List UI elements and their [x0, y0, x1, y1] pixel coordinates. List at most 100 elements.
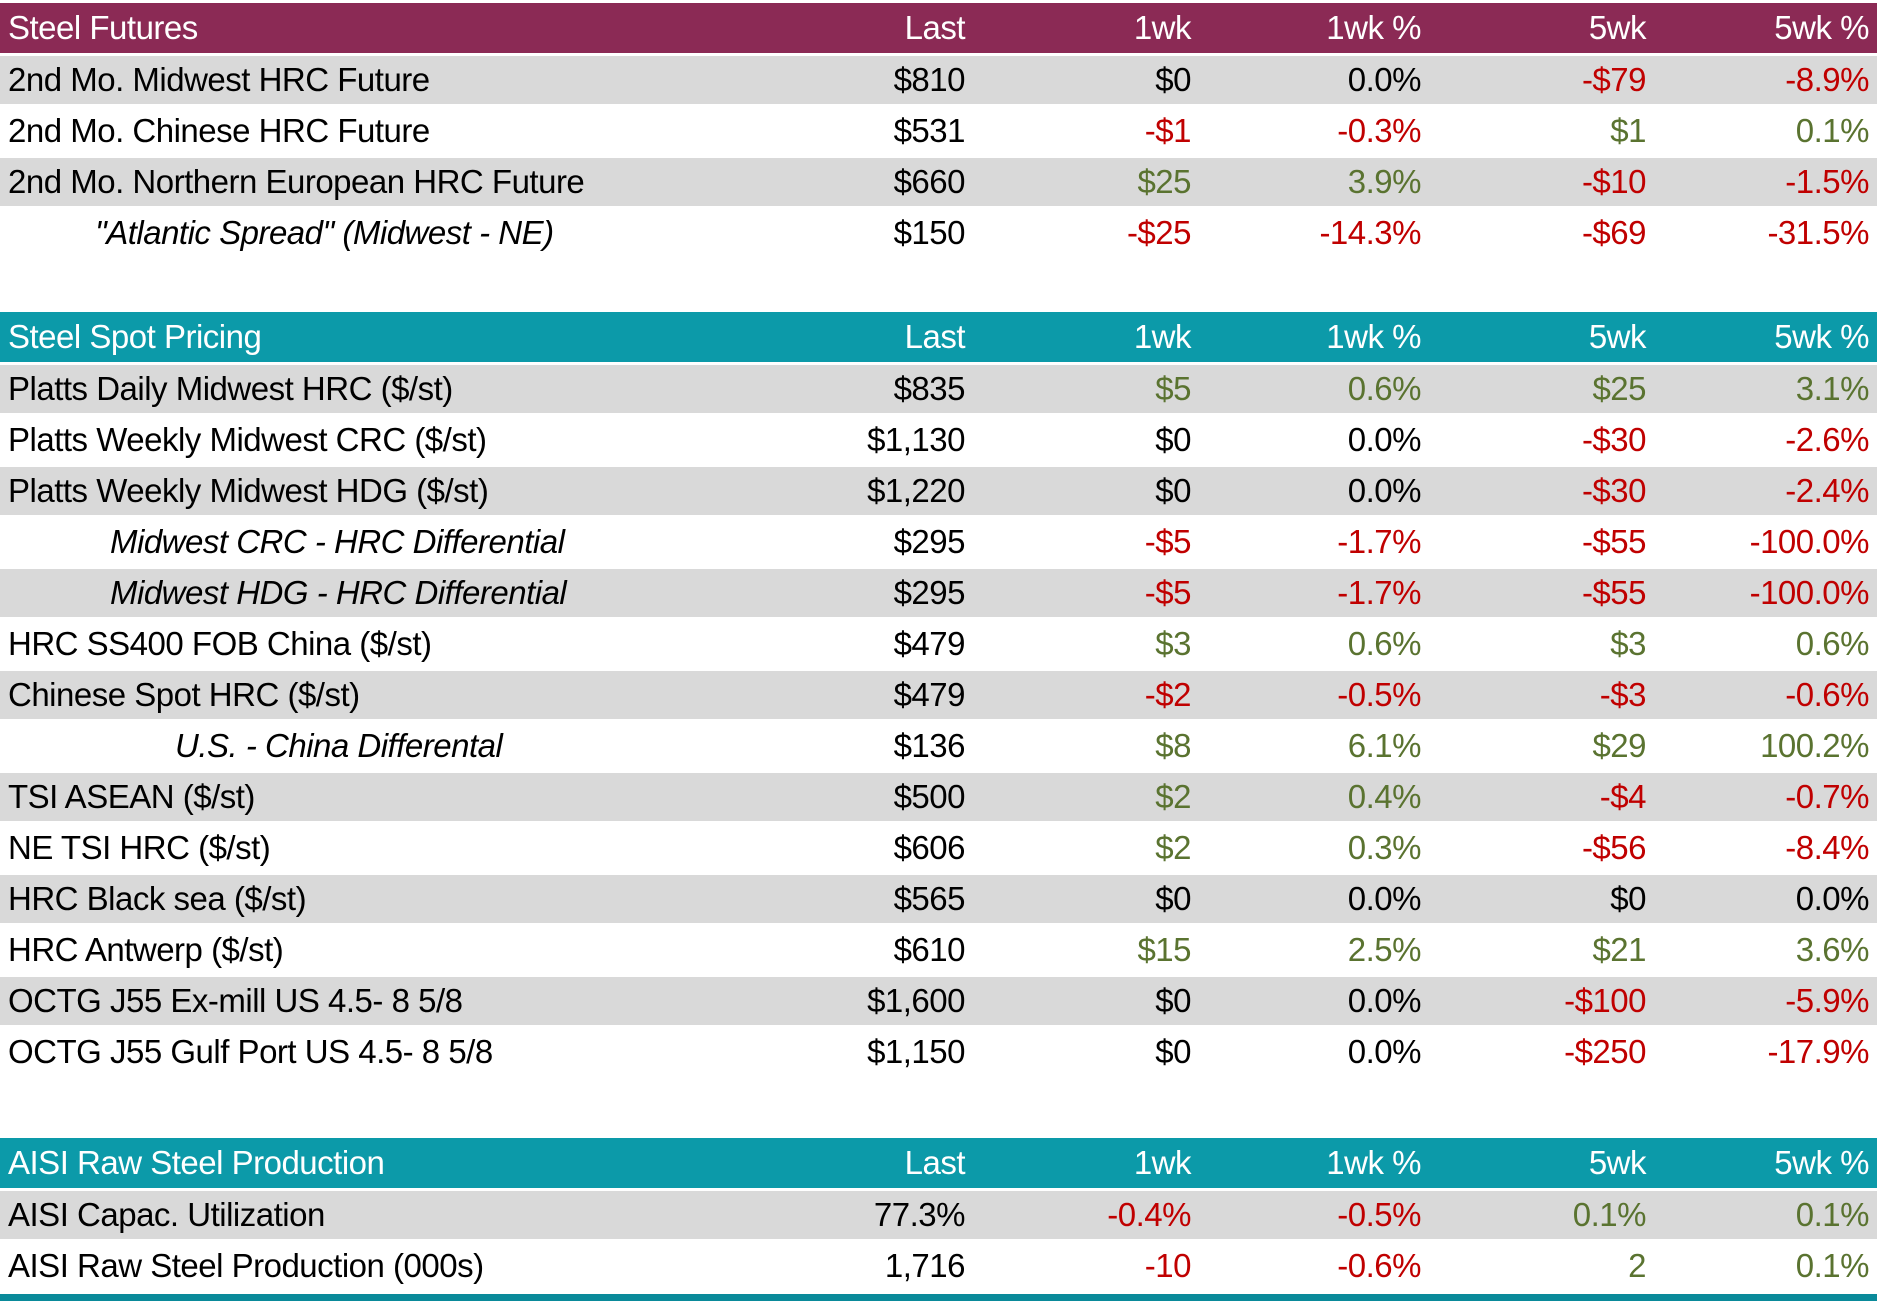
cell-1wk: 0.0%	[1347, 421, 1422, 458]
column-header-1wk: 1wk	[1133, 1144, 1192, 1181]
section-title: Steel Spot Pricing	[8, 318, 262, 355]
cell-1wk: -$5	[1144, 523, 1192, 560]
cell-5wk: 100.2%	[1760, 727, 1869, 764]
row-label: Midwest CRC - HRC Differential	[110, 523, 565, 560]
row-label: "Atlantic Spread" (Midwest - NE)	[95, 214, 554, 251]
cell-1wk: $25	[1137, 163, 1191, 200]
cell-1wk: -0.3%	[1337, 112, 1421, 149]
cell-last: $1,150	[867, 1033, 965, 1070]
row-label: Platts Weekly Midwest CRC ($/st)	[8, 421, 487, 458]
column-header-5wk: 5wk	[1588, 9, 1647, 46]
column-header-5wk: 5wk	[1588, 318, 1647, 355]
cell-1wk: -$25	[1126, 214, 1192, 251]
cell-5wk: -0.6%	[1785, 676, 1869, 713]
row-label: AISI Capac. Utilization	[8, 1196, 325, 1233]
cell-5wk: 0.1%	[1795, 112, 1870, 149]
cell-5wk: 0.1%	[1572, 1196, 1647, 1233]
cell-5wk: 3.1%	[1795, 370, 1870, 407]
column-header-5wk: 5wk %	[1774, 318, 1869, 355]
cell-last: $660	[893, 163, 966, 200]
cell-5wk: -$55	[1581, 523, 1647, 560]
column-header-5wk: 5wk	[1588, 1144, 1647, 1181]
section-aisi-raw-steel-production: AISI Raw Steel Production Last 1wk 1wk % 5wk…	[0, 1138, 1877, 1290]
cropped-next-section-header-strip	[0, 1294, 1877, 1301]
cell-5wk: -2.6%	[1785, 421, 1869, 458]
cell-5wk: 0.0%	[1795, 880, 1870, 917]
cell-1wk: -1.7%	[1337, 523, 1421, 560]
column-header-1wk: 1wk %	[1326, 9, 1421, 46]
cell-1wk: $2	[1155, 778, 1191, 815]
row-label: HRC Black sea ($/st)	[8, 880, 307, 917]
row-label: TSI ASEAN ($/st)	[8, 778, 255, 815]
table-row: OCTG J55 Ex-mill US 4.5- 8 5/8 $1,600 $0 0.…	[0, 977, 1877, 1025]
cell-5wk: -0.7%	[1785, 778, 1869, 815]
cell-5wk: $3	[1610, 625, 1646, 662]
row-label: Midwest HDG - HRC Differential	[110, 574, 567, 611]
cell-5wk: -1.5%	[1785, 163, 1869, 200]
cell-1wk: $2	[1155, 829, 1191, 866]
table-row: AISI Raw Steel Production (000s) 1,716 -10…	[0, 1242, 1877, 1290]
table-row: NE TSI HRC ($/st) $606 $2 0.3% -$56 -8.4%	[0, 824, 1877, 872]
row-label: HRC Antwerp ($/st)	[8, 931, 284, 968]
cell-5wk: $29	[1592, 727, 1646, 764]
cell-last: 77.3%	[873, 1196, 966, 1233]
cell-5wk: 0.1%	[1795, 1196, 1870, 1233]
cell-last: $1,220	[867, 472, 965, 509]
cell-last: $835	[893, 370, 966, 407]
cell-last: $610	[893, 931, 966, 968]
cell-last: $295	[893, 523, 966, 560]
cell-1wk: 3.9%	[1347, 163, 1422, 200]
column-header-1wk: 1wk %	[1326, 318, 1421, 355]
cell-1wk: -10	[1144, 1247, 1192, 1284]
cell-1wk: 0.6%	[1347, 370, 1422, 407]
cell-1wk: $15	[1137, 931, 1191, 968]
cell-1wk: 0.0%	[1347, 1033, 1422, 1070]
cell-5wk: -17.9%	[1767, 1033, 1869, 1070]
cell-5wk: -31.5%	[1767, 214, 1869, 251]
table-row: TSI ASEAN ($/st) $500 $2 0.4% -$4 -0.7%	[0, 773, 1877, 821]
cell-5wk: $25	[1592, 370, 1646, 407]
cell-5wk: -$55	[1581, 574, 1647, 611]
cell-1wk: 0.6%	[1347, 625, 1422, 662]
section-steel-futures: Steel Futures Last 1wk 1wk % 5wk 5wk % 2nd Mo.…	[0, 3, 1877, 257]
cell-last: $500	[893, 778, 966, 815]
table-row: AISI Capac. Utilization 77.3% -0.4% -0.5% 0.…	[0, 1191, 1877, 1239]
cell-1wk: 0.4%	[1347, 778, 1422, 815]
column-header-1wk: 1wk	[1133, 9, 1192, 46]
table-row: 2nd Mo. Northern European HRC Future $660…	[0, 158, 1877, 206]
cell-5wk: 0.6%	[1795, 625, 1870, 662]
cell-1wk: -$5	[1144, 574, 1192, 611]
cell-5wk: -8.4%	[1785, 829, 1869, 866]
cell-1wk: $5	[1155, 370, 1191, 407]
cell-last: $479	[893, 625, 966, 662]
cell-5wk: -$30	[1581, 421, 1647, 458]
column-header-1wk: 1wk %	[1326, 1144, 1421, 1181]
cell-5wk: $0	[1610, 880, 1646, 917]
section-header: AISI Raw Steel Production Last 1wk 1wk % 5wk…	[0, 1138, 1877, 1188]
cell-5wk: 3.6%	[1795, 931, 1870, 968]
cell-1wk: $0	[1155, 880, 1191, 917]
table-row: "Atlantic Spread" (Midwest - NE) $150 -$25…	[0, 209, 1877, 257]
cell-5wk: $1	[1610, 112, 1646, 149]
cell-5wk: -100.0%	[1749, 574, 1870, 611]
cell-1wk: $0	[1155, 1033, 1191, 1070]
cell-1wk: 0.3%	[1347, 829, 1422, 866]
row-label: Platts Daily Midwest HRC ($/st)	[8, 370, 453, 407]
cell-5wk: -$3	[1599, 676, 1647, 713]
cell-1wk: -0.6%	[1337, 1247, 1421, 1284]
section-steel-spot-pricing: Steel Spot Pricing Last 1wk 1wk % 5wk 5wk % Pl…	[0, 312, 1877, 1076]
table-row: Platts Weekly Midwest CRC ($/st) $1,130 $0…	[0, 416, 1877, 464]
column-header-5wk: 5wk %	[1774, 1144, 1869, 1181]
cell-1wk: -0.4%	[1107, 1196, 1191, 1233]
cell-1wk: $3	[1155, 625, 1191, 662]
cell-last: $1,130	[867, 421, 965, 458]
cell-1wk: -$2	[1144, 676, 1192, 713]
cell-1wk: $0	[1155, 61, 1191, 98]
cell-1wk: -$1	[1144, 112, 1192, 149]
cell-1wk: 0.0%	[1347, 880, 1422, 917]
table-row: Chinese Spot HRC ($/st) $479 -$2 -0.5% -$3 -0…	[0, 671, 1877, 719]
section-title: AISI Raw Steel Production	[8, 1144, 385, 1181]
table-row: Midwest HDG - HRC Differential $295 -$5 -1.…	[0, 569, 1877, 617]
cell-1wk: $0	[1155, 472, 1191, 509]
